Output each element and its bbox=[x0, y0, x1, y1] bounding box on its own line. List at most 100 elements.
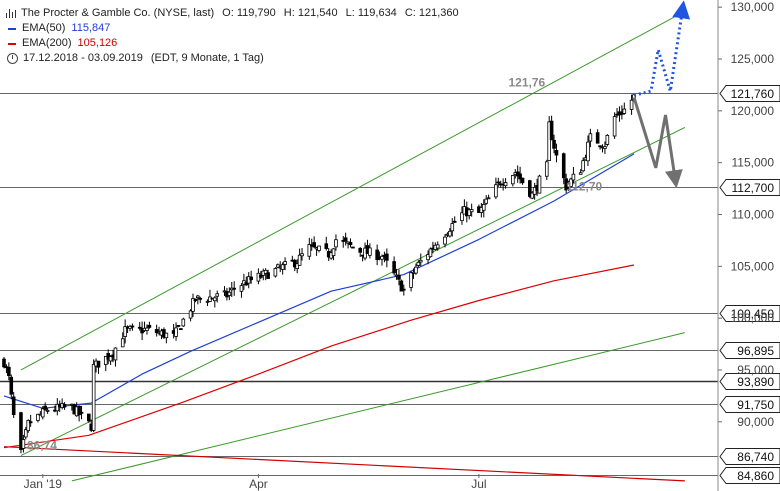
candle-body bbox=[7, 366, 11, 377]
close-value: C: 121,360 bbox=[404, 7, 459, 19]
candle-body bbox=[448, 230, 452, 237]
ema200-swatch bbox=[8, 42, 16, 45]
candle-body bbox=[215, 293, 220, 297]
candle-body bbox=[595, 132, 600, 144]
candle-body bbox=[62, 404, 67, 408]
candle-body bbox=[397, 274, 401, 280]
candle-body bbox=[280, 264, 285, 270]
candle-body bbox=[469, 209, 474, 213]
candle-body bbox=[348, 241, 353, 246]
candle-body bbox=[368, 247, 372, 256]
candle-body bbox=[36, 413, 40, 421]
candle-body bbox=[263, 269, 268, 274]
candle-body bbox=[581, 160, 585, 172]
candle-body bbox=[537, 175, 542, 194]
candle-body bbox=[232, 287, 236, 290]
annotation-label: 121,76 bbox=[508, 76, 545, 90]
x-tick-label: Apr bbox=[249, 477, 268, 491]
candle-body bbox=[486, 197, 491, 200]
candle-body bbox=[460, 212, 464, 222]
candle-body bbox=[588, 133, 593, 142]
candle-body bbox=[435, 244, 440, 249]
candle-body bbox=[426, 254, 430, 261]
candle-body bbox=[276, 264, 280, 268]
chart-legend: The Procter & Gamble Co. (NYSE, last) O:… bbox=[6, 6, 459, 66]
candle-body bbox=[612, 116, 617, 137]
candle-body bbox=[605, 134, 610, 145]
candle-body bbox=[552, 139, 556, 149]
candle-body bbox=[174, 327, 178, 337]
candle-body bbox=[414, 266, 418, 274]
old-downtrend-line bbox=[3, 446, 685, 482]
candle-body bbox=[622, 108, 627, 114]
candle-body bbox=[334, 239, 338, 248]
clock-icon bbox=[7, 53, 18, 64]
channel-upper-line bbox=[20, 10, 686, 371]
candle-body bbox=[40, 408, 45, 418]
level-price-box bbox=[719, 373, 780, 390]
level-price-label: 86,740 bbox=[737, 450, 774, 464]
candle-body bbox=[418, 259, 423, 263]
candle-body bbox=[181, 318, 186, 327]
open-value: O: 119,790 bbox=[222, 7, 276, 19]
ema50-swatch bbox=[8, 27, 16, 30]
candle-body bbox=[428, 248, 433, 258]
candle-body bbox=[317, 245, 321, 251]
legend-range: 17.12.2018 - 03.09.2019 (EDT, 9 Monate, … bbox=[6, 51, 459, 66]
candle-body bbox=[392, 261, 396, 274]
level-price-box bbox=[719, 342, 780, 359]
level-price-label: 84,860 bbox=[737, 469, 774, 483]
candle-body bbox=[24, 429, 28, 438]
candle-body bbox=[137, 326, 142, 329]
low-value: L: 119,634 bbox=[345, 7, 397, 19]
candle-body bbox=[43, 405, 47, 410]
candle-body bbox=[28, 421, 33, 424]
candle-body bbox=[380, 255, 384, 260]
x-axis: Jan '19 Apr Jul bbox=[24, 474, 487, 491]
candle-body bbox=[239, 285, 244, 292]
candle-body bbox=[91, 363, 96, 431]
ema50-label: EMA(50) bbox=[22, 22, 66, 34]
candle-body bbox=[307, 244, 312, 257]
candle-body bbox=[528, 180, 532, 197]
long-trend-line bbox=[71, 332, 686, 482]
candle-body bbox=[467, 209, 472, 216]
y-tick-label: 90,000 bbox=[737, 415, 774, 429]
y-tick-label: 130,000 bbox=[731, 0, 775, 14]
candle-body bbox=[530, 192, 535, 199]
ohlc-values: O: 119,790 H: 121,540 L: 119,634 C: 121,360 bbox=[214, 6, 458, 21]
candle-body bbox=[481, 204, 486, 211]
candle-body bbox=[402, 288, 406, 291]
candle-body bbox=[312, 242, 316, 248]
candle-body bbox=[343, 237, 348, 242]
ema-lines bbox=[3, 153, 635, 449]
candle-body bbox=[399, 280, 404, 292]
x-tick-label: Jul bbox=[471, 477, 486, 491]
date-range: 17.12.2018 - 03.09.2019 bbox=[23, 52, 143, 64]
candle-body bbox=[123, 326, 127, 337]
ema200-value: 105,126 bbox=[77, 37, 118, 49]
candle-body bbox=[409, 272, 413, 288]
candle-body bbox=[198, 297, 203, 300]
level-price-box bbox=[719, 467, 780, 484]
scenario-up-arrow bbox=[633, 0, 691, 97]
candle-body bbox=[188, 310, 193, 319]
candle-body bbox=[549, 120, 554, 141]
horizontal-levels: 121,760 112,700 100,450 96,895 93,890 91,750 8… bbox=[0, 85, 780, 484]
x-tick-label: Jan '19 bbox=[24, 477, 63, 491]
level-price-label: 112,700 bbox=[732, 181, 775, 195]
annotations: 121,76 112,70 86,74 bbox=[27, 76, 603, 453]
candle-body bbox=[547, 121, 551, 161]
candle-body bbox=[569, 178, 573, 187]
candle-body bbox=[518, 173, 522, 180]
candle-body bbox=[103, 355, 108, 365]
annotation-label: 86,74 bbox=[27, 439, 57, 453]
ema200-line bbox=[3, 264, 635, 449]
candle-body bbox=[503, 182, 508, 187]
level-price-box bbox=[719, 448, 780, 465]
candle-body bbox=[283, 261, 287, 265]
candle-body bbox=[213, 297, 217, 302]
candle-body bbox=[147, 324, 152, 328]
candle-body bbox=[79, 411, 84, 414]
y-tick-label: 120,000 bbox=[731, 104, 775, 118]
